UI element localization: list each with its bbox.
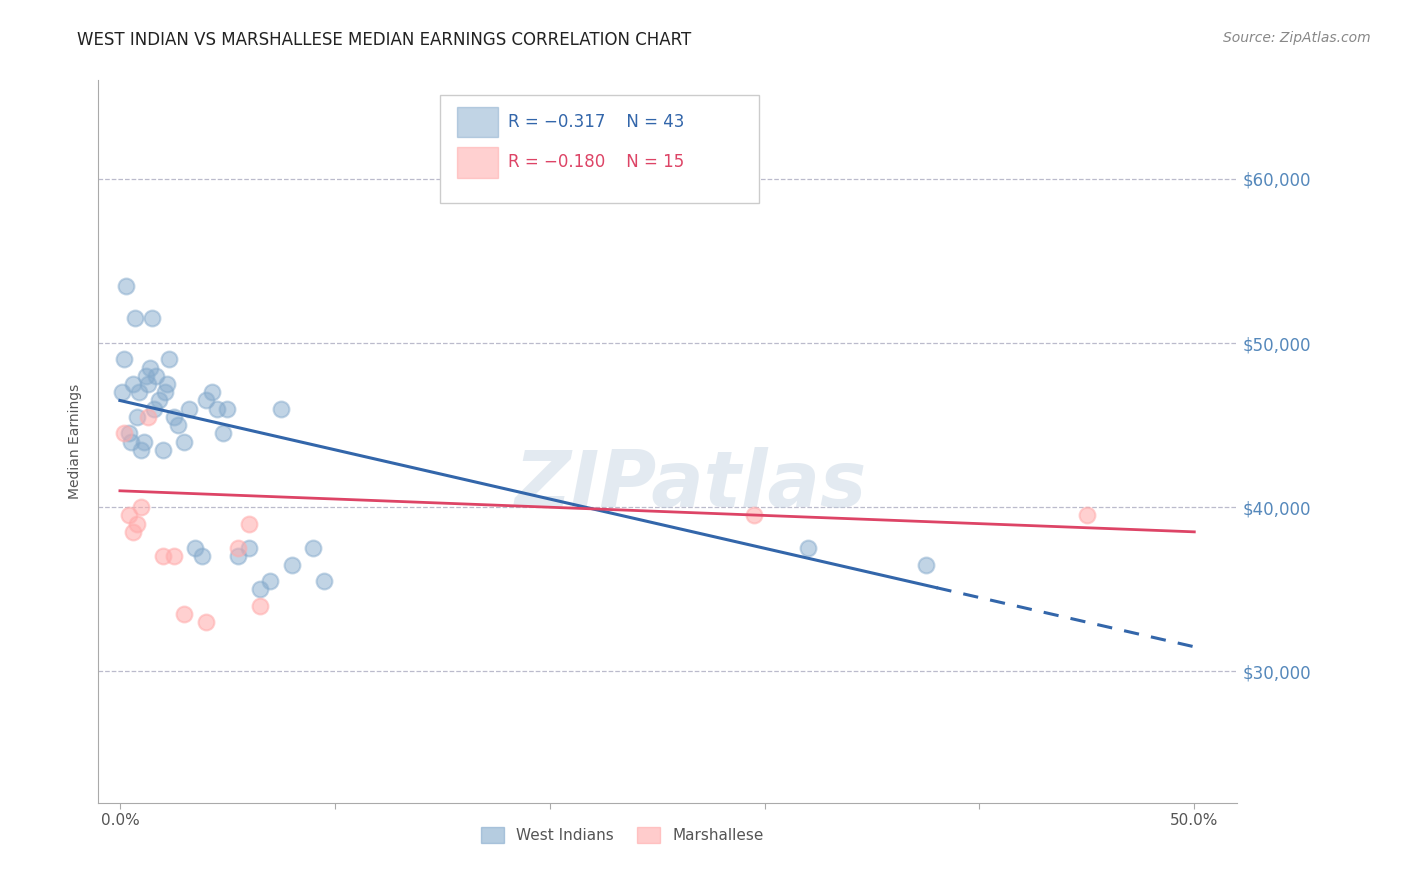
Point	[157, 352, 180, 367]
Point	[141, 311, 163, 326]
Point	[111, 385, 134, 400]
Point	[281, 558, 304, 572]
Point	[132, 434, 155, 449]
Point	[148, 393, 170, 408]
Point	[117, 426, 139, 441]
Point	[117, 508, 139, 523]
Point	[201, 385, 224, 400]
Point	[121, 377, 143, 392]
Point	[914, 558, 936, 572]
Point	[184, 541, 207, 556]
Point	[135, 368, 157, 383]
Point	[127, 409, 149, 424]
Point	[217, 401, 239, 416]
Point	[152, 549, 174, 564]
Point	[143, 401, 166, 416]
Point	[238, 516, 260, 531]
Point	[177, 401, 200, 416]
Point	[162, 549, 184, 564]
Point	[1076, 508, 1098, 523]
Point	[128, 385, 150, 400]
Text: R = −0.317    N = 43: R = −0.317 N = 43	[509, 113, 685, 131]
Point	[173, 434, 195, 449]
Point	[742, 508, 765, 523]
Legend: West Indians, Marshallese: West Indians, Marshallese	[475, 822, 769, 849]
Point	[796, 541, 818, 556]
Point	[115, 278, 138, 293]
Point	[136, 377, 159, 392]
Point	[312, 574, 335, 588]
Point	[162, 409, 184, 424]
Point	[153, 385, 176, 400]
Point	[112, 352, 135, 367]
FancyBboxPatch shape	[440, 95, 759, 203]
FancyBboxPatch shape	[457, 147, 498, 178]
Text: Source: ZipAtlas.com: Source: ZipAtlas.com	[1223, 31, 1371, 45]
Y-axis label: Median Earnings: Median Earnings	[69, 384, 83, 500]
Text: WEST INDIAN VS MARSHALLESE MEDIAN EARNINGS CORRELATION CHART: WEST INDIAN VS MARSHALLESE MEDIAN EARNIN…	[77, 31, 692, 49]
Point	[127, 516, 149, 531]
Point	[194, 393, 217, 408]
Point	[131, 500, 153, 515]
Point	[226, 541, 249, 556]
FancyBboxPatch shape	[457, 107, 498, 137]
Text: R = −0.180    N = 15: R = −0.180 N = 15	[509, 153, 685, 171]
Point	[167, 418, 190, 433]
Point	[136, 409, 159, 424]
Point	[212, 426, 235, 441]
Point	[121, 524, 143, 539]
Point	[120, 434, 142, 449]
Point	[173, 607, 195, 621]
Point	[238, 541, 260, 556]
Text: ZIPatlas: ZIPatlas	[515, 447, 866, 523]
Point	[156, 377, 179, 392]
Point	[131, 442, 153, 457]
Point	[124, 311, 146, 326]
Point	[152, 442, 174, 457]
Point	[226, 549, 249, 564]
Point	[270, 401, 292, 416]
Point	[259, 574, 281, 588]
Point	[205, 401, 228, 416]
Point	[190, 549, 212, 564]
Point	[112, 426, 135, 441]
Point	[302, 541, 325, 556]
Point	[194, 615, 217, 629]
Point	[249, 599, 271, 613]
Point	[249, 582, 271, 597]
Point	[139, 360, 162, 375]
Point	[145, 368, 167, 383]
